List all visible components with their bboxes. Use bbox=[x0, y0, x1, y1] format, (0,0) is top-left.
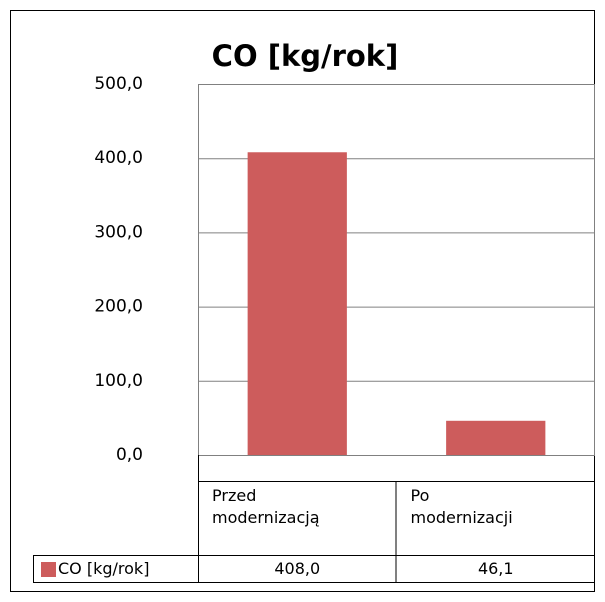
bar bbox=[247, 152, 347, 455]
y-tick-label: 0,0 bbox=[116, 445, 143, 465]
x-category-label: Po modernizacji bbox=[410, 486, 513, 527]
y-tick-label: 100,0 bbox=[94, 371, 143, 391]
bar bbox=[446, 420, 546, 455]
x-category-label: Przed modernizacją bbox=[212, 486, 320, 527]
data-table-value: 408,0 bbox=[274, 559, 321, 578]
y-tick-label: 400,0 bbox=[94, 148, 143, 168]
legend-label: CO [kg/rok] bbox=[58, 559, 150, 578]
y-tick-label: 500,0 bbox=[94, 74, 143, 94]
y-tick-label: 300,0 bbox=[94, 222, 143, 242]
data-table-value: 46,1 bbox=[477, 559, 514, 578]
legend-key bbox=[41, 562, 56, 577]
y-tick-label: 200,0 bbox=[94, 297, 143, 317]
chart-title: CO [kg/rok] bbox=[212, 39, 399, 73]
